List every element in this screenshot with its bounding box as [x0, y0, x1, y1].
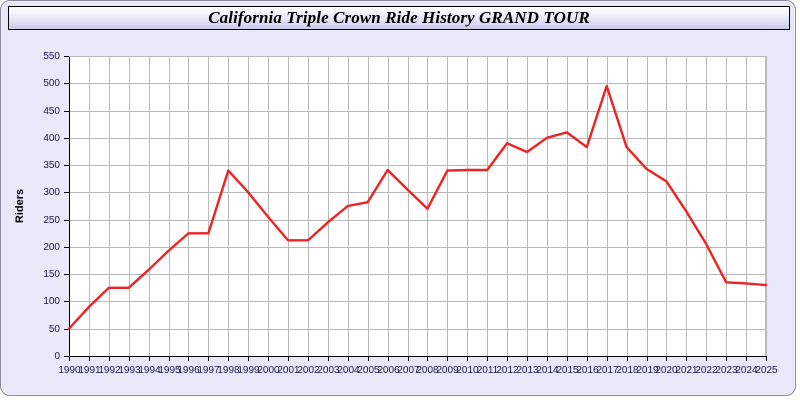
x-tick-label: 2008 — [416, 365, 439, 376]
y-tick-label: 50 — [49, 324, 61, 335]
y-tick-label: 200 — [43, 242, 60, 253]
x-tick-label: 2002 — [297, 365, 320, 376]
x-tick-label: 2015 — [556, 365, 579, 376]
y-tick-label: 350 — [43, 160, 60, 171]
y-tick-label: 100 — [43, 296, 60, 307]
y-axis-label: Riders — [14, 189, 26, 223]
x-tick-label: 2001 — [277, 365, 300, 376]
x-tick-label: 1991 — [78, 365, 101, 376]
y-tick-label: 0 — [54, 351, 60, 362]
plot-area: 0 50 100 150 200 250 300 350 400 450 500 550 1990 19… — [1, 31, 795, 395]
x-tick-label: 2005 — [357, 365, 380, 376]
x-tick-label: 2023 — [715, 365, 738, 376]
x-tick-label: 2019 — [636, 365, 659, 376]
x-tick-label: 1996 — [177, 365, 200, 376]
x-tick-label: 2025 — [755, 365, 778, 376]
y-tick-label: 500 — [43, 78, 60, 89]
y-tick-label: 150 — [43, 269, 60, 280]
x-tick-label: 1995 — [158, 365, 181, 376]
x-tick-label: 2003 — [317, 365, 340, 376]
x-tick-label: 1998 — [217, 365, 240, 376]
y-tick-label: 450 — [43, 106, 60, 117]
x-tick-label: 2022 — [695, 365, 718, 376]
riders-series-line — [67, 84, 768, 330]
x-tick-label: 2021 — [675, 365, 698, 376]
x-tick-label: 2013 — [516, 365, 539, 376]
y-axis-ticks: 0 50 100 150 200 250 300 350 400 450 500 550 — [43, 51, 69, 362]
x-tick-label: 2009 — [436, 365, 459, 376]
x-tick-label: 2016 — [576, 365, 599, 376]
x-tick-label: 2017 — [596, 365, 619, 376]
x-tick-label: 2011 — [477, 365, 499, 376]
x-tick-label: 1999 — [237, 365, 260, 376]
x-tick-label: 1990 — [58, 365, 81, 376]
chart-title-bar: California Triple Crown Ride History GRA… — [8, 6, 790, 30]
y-tick-label: 400 — [43, 133, 60, 144]
y-tick-label: 250 — [43, 215, 60, 226]
x-tick-label: 1993 — [118, 365, 141, 376]
x-tick-label: 2007 — [397, 365, 420, 376]
x-axis-ticks: 1990199119921993199419951996199719981999… — [58, 356, 778, 376]
y-tick-label: 300 — [43, 187, 60, 198]
x-tick-label: 1994 — [138, 365, 161, 376]
x-tick-label: 1997 — [197, 365, 220, 376]
page-title: California Triple Crown Ride History GRA… — [208, 8, 590, 27]
x-tick-label: 1992 — [98, 365, 121, 376]
x-tick-label: 2010 — [456, 365, 479, 376]
x-tick-label: 2018 — [616, 365, 639, 376]
x-tick-label: 2020 — [655, 365, 678, 376]
axis-lines — [69, 56, 766, 357]
grid-lines — [69, 56, 767, 356]
x-tick-label: 2004 — [337, 365, 360, 376]
x-tick-label: 2014 — [536, 365, 559, 376]
x-tick-label: 2012 — [496, 365, 519, 376]
y-tick-label: 550 — [43, 51, 60, 62]
x-tick-label: 2000 — [257, 365, 280, 376]
x-tick-label: 2006 — [377, 365, 400, 376]
x-tick-label: 2024 — [735, 365, 758, 376]
